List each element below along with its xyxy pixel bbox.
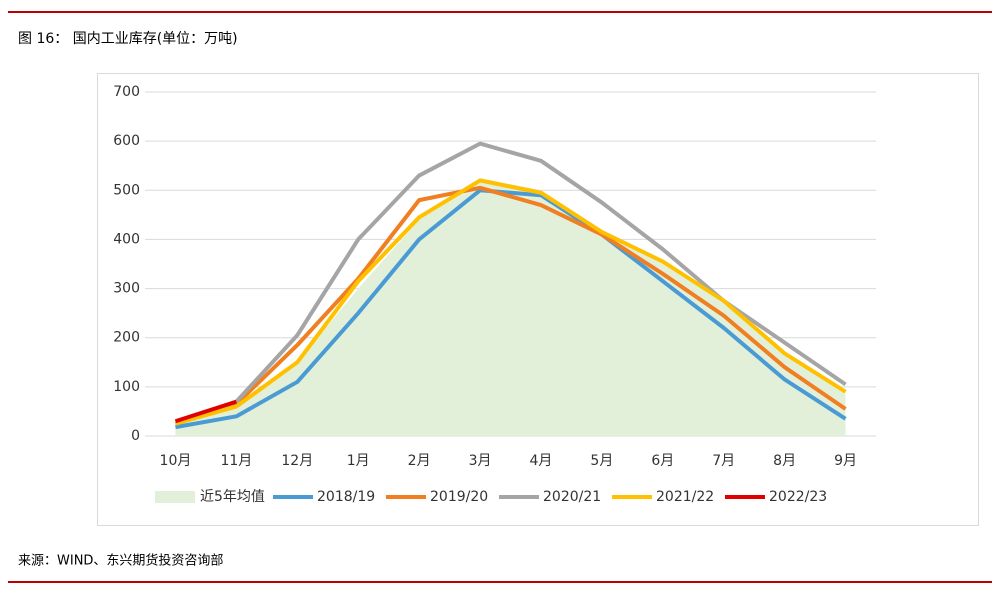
legend-label: 2021/22 [656,489,714,505]
legend-label: 2022/23 [769,489,827,505]
x-tick-label: 1月 [347,453,370,469]
x-tick-label: 3月 [469,453,492,469]
x-tick-label: 7月 [712,453,735,469]
y-tick-label: 700 [113,84,140,100]
legend-swatch [155,491,195,503]
x-tick-label: 9月 [834,453,857,469]
legend-label: 近5年均值 [200,489,265,505]
line [175,188,847,430]
legend-label: 2019/20 [430,489,488,505]
y-tick-label: 200 [113,330,140,346]
x-tick-label: 2月 [408,453,431,469]
y-tick-label: 0 [131,428,140,444]
line [174,185,847,426]
y-tick-label: 100 [113,379,140,395]
source: 来源：WIND、东兴期货投资咨询部 [18,553,223,569]
y-tick-label: 600 [113,133,140,149]
y-tick-label: 300 [113,281,140,297]
line [174,178,847,426]
chart-frame [97,73,979,526]
y-tick-label: 500 [113,182,140,198]
x-tick-label: 11月 [220,453,252,469]
legend-label: 2020/21 [543,489,601,505]
title: 图 16： 国内工业库存(单位：万吨) [18,31,238,47]
x-tick-label: 12月 [281,453,313,469]
x-tick-label: 10月 [160,453,192,469]
area [175,178,846,436]
x-tick-label: 4月 [529,453,552,469]
y-tick-label: 400 [113,231,140,247]
legend-label: 2018/19 [317,489,375,505]
x-tick-label: 6月 [651,453,674,469]
x-tick-label: 8月 [773,453,796,469]
x-tick-label: 5月 [590,453,613,469]
line [174,399,237,424]
